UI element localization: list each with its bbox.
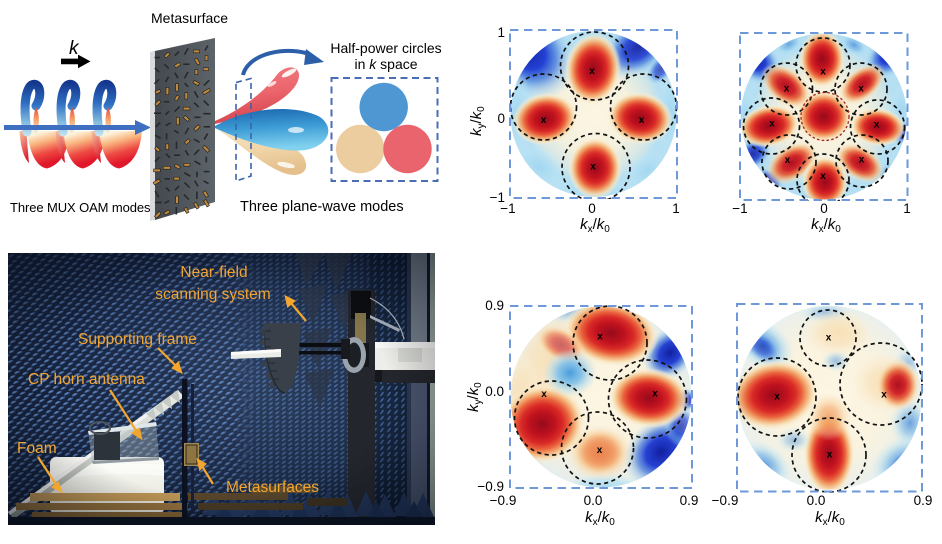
svg-text:x: x [652, 389, 658, 400]
svg-text:x: x [820, 171, 826, 182]
svg-text:x: x [774, 392, 780, 403]
svg-text:x: x [589, 66, 595, 77]
svg-text:x: x [784, 83, 790, 94]
svg-text:x: x [825, 333, 831, 344]
svg-text:Supporting frame: Supporting frame [78, 331, 197, 348]
svg-text:Metasurfaces: Metasurfaces [226, 479, 319, 496]
svg-text:x: x [881, 390, 887, 401]
svg-text:x: x [874, 119, 880, 130]
svg-text:x: x [820, 66, 826, 77]
svg-text:Foam: Foam [17, 440, 57, 457]
svg-text:Near-field: Near-field [180, 264, 247, 281]
svg-text:x: x [597, 445, 603, 456]
svg-text:CP horn antenna: CP horn antenna [28, 371, 145, 388]
svg-text:x: x [597, 332, 603, 343]
svg-text:x: x [769, 118, 775, 129]
svg-text:k: k [69, 38, 80, 59]
svg-text:x: x [638, 115, 644, 126]
svg-text:x: x [826, 450, 832, 461]
svg-text:x: x [541, 389, 547, 400]
svg-text:x: x [785, 155, 791, 166]
svg-text:x: x [590, 161, 596, 172]
svg-text:x: x [859, 154, 865, 165]
svg-text:x: x [858, 83, 864, 94]
svg-text:scanning system: scanning system [155, 286, 270, 303]
svg-text:x: x [540, 115, 546, 126]
